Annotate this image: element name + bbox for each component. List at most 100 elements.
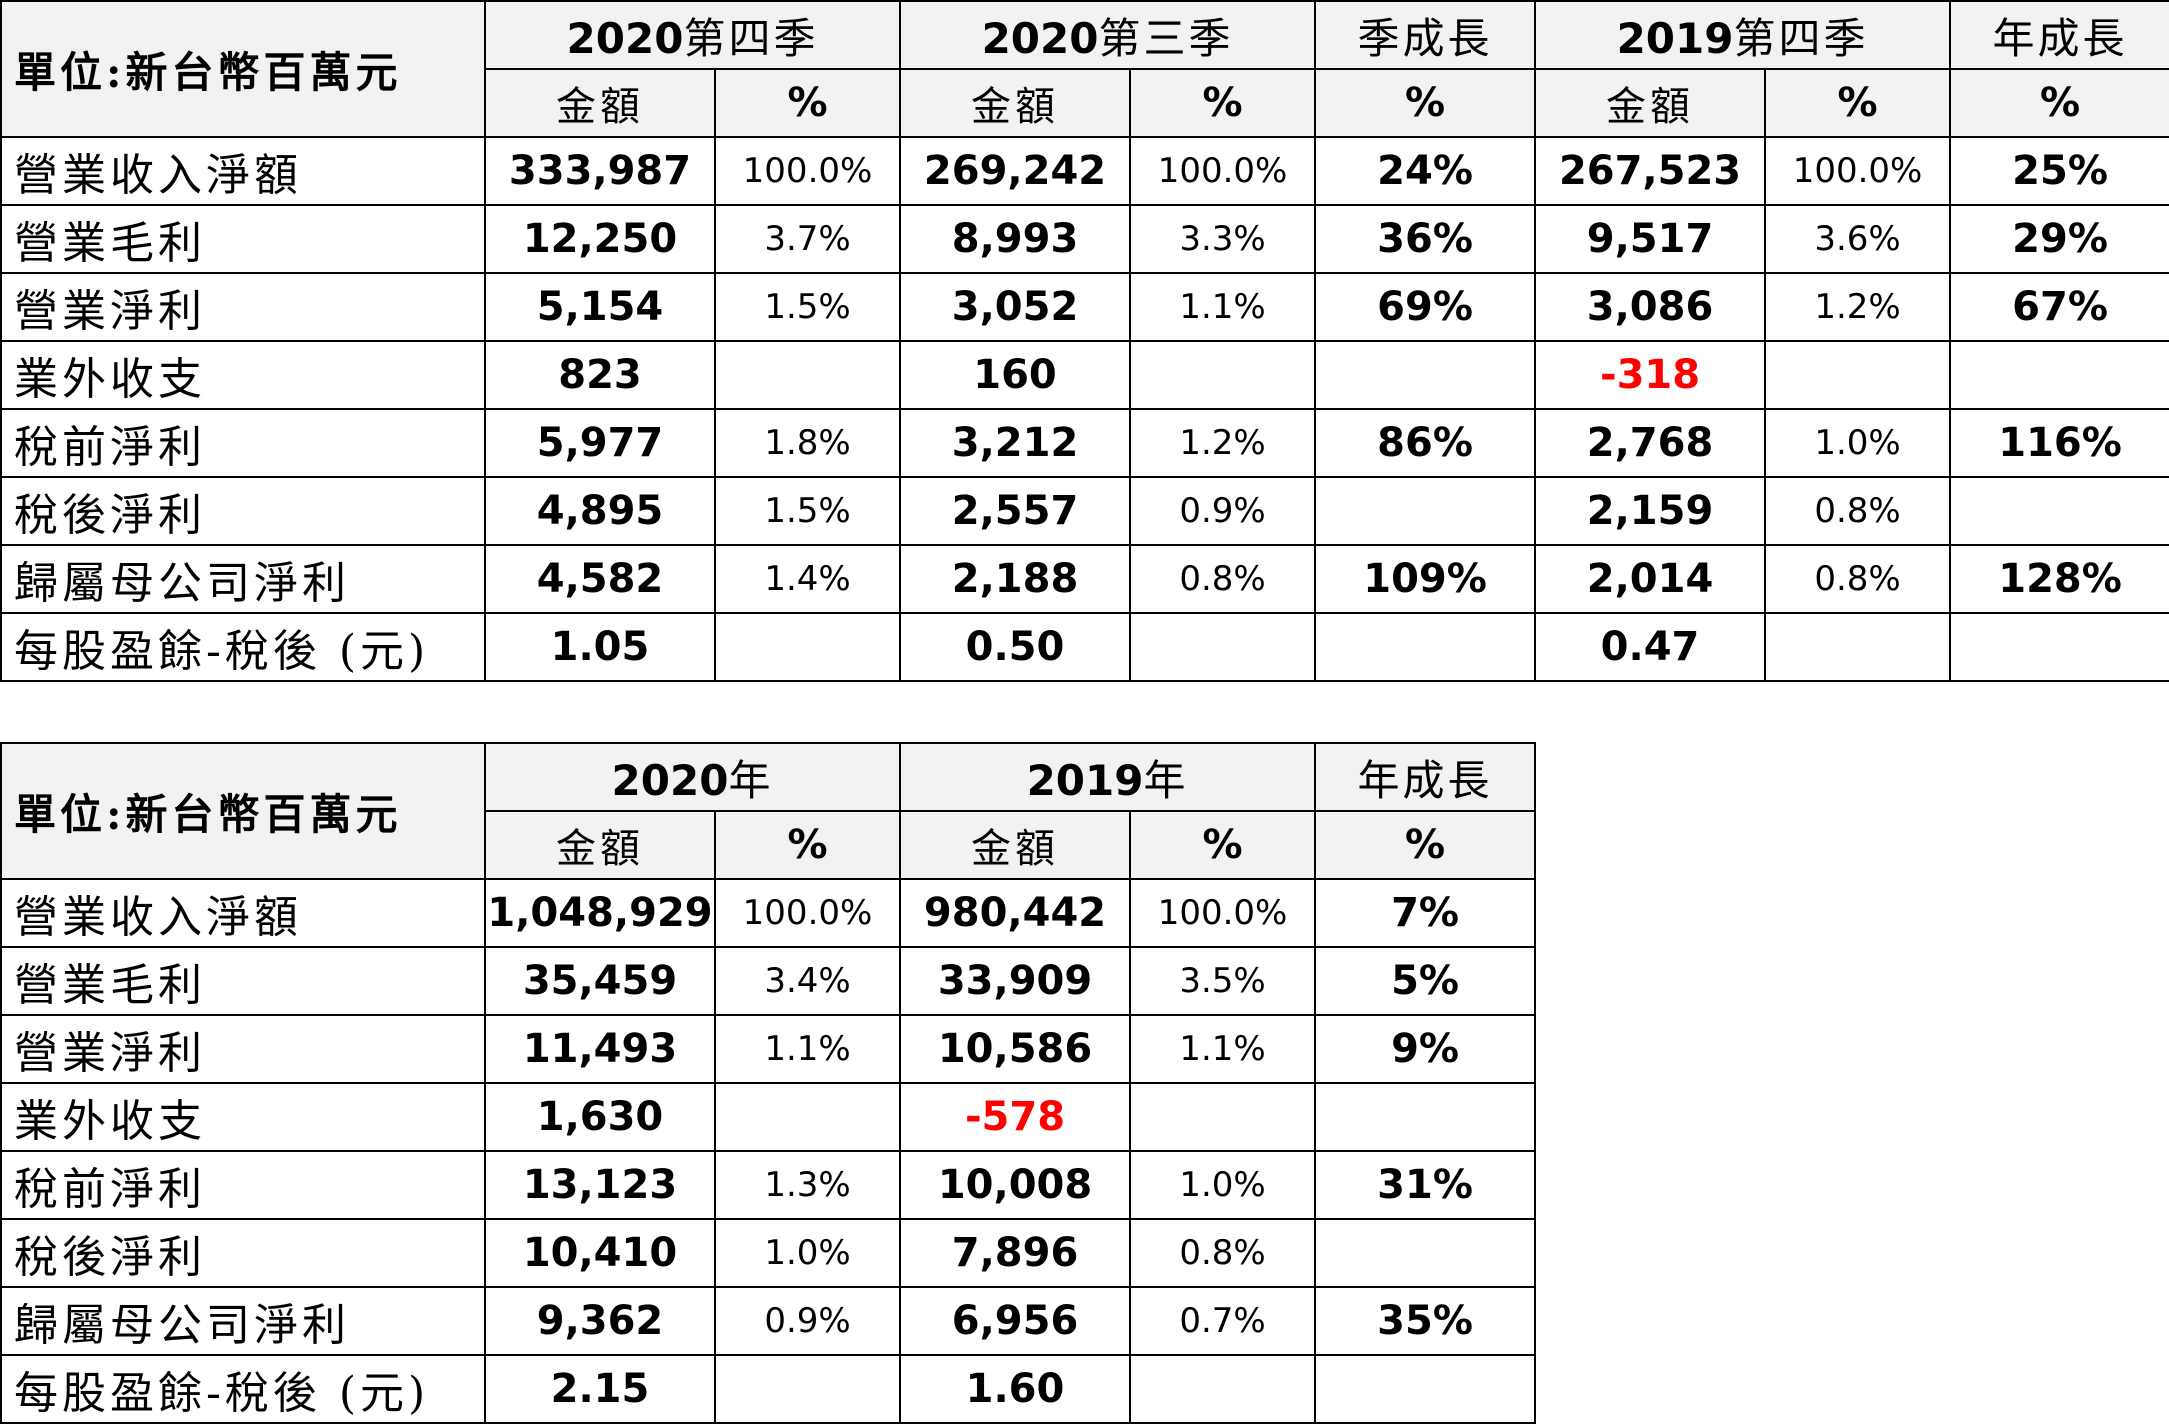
table-cell: 0.8% — [1764, 476, 1952, 546]
table-cell — [713, 1354, 902, 1424]
table-cell: 980,442 — [899, 878, 1132, 948]
period-header-2019q4: 2019第四季 — [1534, 0, 1952, 70]
table-cell — [1314, 1354, 1537, 1424]
subheader-percent: % — [1764, 68, 1952, 138]
table-cell: 116% — [1949, 408, 2169, 478]
table-cell: 9,517 — [1534, 204, 1767, 274]
table-cell: 0.8% — [1129, 1218, 1317, 1288]
table-cell: 8,993 — [899, 204, 1132, 274]
table-cell: 33,909 — [899, 946, 1132, 1016]
table-row: 營業毛利 35,459 3.4% 33,909 3.5% 5% — [0, 946, 1537, 1016]
subheader-percent: % — [1314, 810, 1537, 880]
table-row: 營業淨利 5,154 1.5% 3,052 1.1% 69% 3,086 1.2% 67% — [0, 272, 2169, 342]
table-cell: 1.2% — [1764, 272, 1952, 342]
row-label: 營業收入淨額 — [0, 136, 486, 206]
table-cell: 0.7% — [1129, 1286, 1317, 1356]
table-cell: 1.1% — [713, 1014, 902, 1084]
table-cell — [713, 1082, 902, 1152]
subheader-amount: 金額 — [899, 810, 1132, 880]
table-cell — [713, 612, 902, 682]
table-cell: -578 — [899, 1082, 1132, 1152]
table-cell — [1949, 612, 2169, 682]
subheader-percent: % — [713, 68, 902, 138]
table-cell: 4,895 — [484, 476, 716, 546]
table-cell — [1129, 1354, 1317, 1424]
row-label: 營業收入淨額 — [0, 878, 486, 948]
table-row: 稅前淨利 13,123 1.3% 10,008 1.0% 31% — [0, 1150, 1537, 1220]
table-cell: 35,459 — [484, 946, 716, 1016]
table-row: 歸屬母公司淨利 4,582 1.4% 2,188 0.8% 109% 2,014 0.8% 12… — [0, 544, 2169, 614]
table-cell: 1.1% — [1129, 1014, 1317, 1084]
table-cell: 29% — [1949, 204, 2169, 274]
table-cell — [1314, 1218, 1537, 1288]
table-cell: 5,977 — [484, 408, 716, 478]
row-label: 稅前淨利 — [0, 1150, 486, 1220]
annual-income-table: 單位:新台幣百萬元 2020年 2019年 年成長 金額 % 金額 % % 營業… — [0, 742, 1537, 1424]
table-cell: 267,523 — [1534, 136, 1767, 206]
table-row: 每股盈餘-稅後 (元) 2.15 1.60 — [0, 1354, 1537, 1424]
table-cell: 5,154 — [484, 272, 716, 342]
table-cell — [1314, 612, 1537, 682]
subheader-amount: 金額 — [1534, 68, 1767, 138]
unit-label: 單位:新台幣百萬元 — [0, 0, 486, 138]
table-cell: 3.5% — [1129, 946, 1317, 1016]
table-cell: 1.5% — [713, 272, 902, 342]
table-cell: 1.8% — [713, 408, 902, 478]
period-header-qoq-growth: 季成長 — [1314, 0, 1537, 70]
table-cell: 1.5% — [713, 476, 902, 546]
table-cell: 1,048,929 — [484, 878, 716, 948]
table-cell: 2.15 — [484, 1354, 716, 1424]
row-label: 稅後淨利 — [0, 1218, 486, 1288]
table-cell: 2,188 — [899, 544, 1132, 614]
row-label: 每股盈餘-稅後 (元) — [0, 612, 486, 682]
row-label: 營業毛利 — [0, 946, 486, 1016]
table-cell: 3.4% — [713, 946, 902, 1016]
table-cell: 3.6% — [1764, 204, 1952, 274]
table-cell: 0.8% — [1764, 544, 1952, 614]
row-label: 營業淨利 — [0, 272, 486, 342]
row-label: 稅前淨利 — [0, 408, 486, 478]
table-cell — [1129, 1082, 1317, 1152]
subheader-percent: % — [1949, 68, 2169, 138]
table-cell: 9% — [1314, 1014, 1537, 1084]
quarterly-table-body: 營業收入淨額 333,987 100.0% 269,242 100.0% 24% 267,5… — [0, 136, 2169, 682]
table-cell: 25% — [1949, 136, 2169, 206]
table-cell: 10,410 — [484, 1218, 716, 1288]
row-label: 歸屬母公司淨利 — [0, 544, 486, 614]
table-cell: 24% — [1314, 136, 1537, 206]
table-cell: 69% — [1314, 272, 1537, 342]
table-cell: 1.2% — [1129, 408, 1317, 478]
table-row: 業外收支 823 160 -318 — [0, 340, 2169, 410]
period-header-yoy-growth: 年成長 — [1949, 0, 2169, 70]
table-cell: 823 — [484, 340, 716, 410]
period-header-2020q4: 2020第四季 — [483, 0, 902, 70]
table-cell — [1314, 1082, 1537, 1152]
table-cell: 0.8% — [1129, 544, 1317, 614]
table-cell: 10,586 — [899, 1014, 1132, 1084]
table-cell — [1314, 476, 1537, 546]
table-cell: 7,896 — [899, 1218, 1132, 1288]
period-header-2020q3: 2020第三季 — [899, 0, 1317, 70]
row-label: 每股盈餘-稅後 (元) — [0, 1354, 486, 1424]
table-cell: 4,582 — [484, 544, 716, 614]
table-cell: 10,008 — [899, 1150, 1132, 1220]
table-row: 業外收支 1,630 -578 — [0, 1082, 1537, 1152]
row-label: 歸屬母公司淨利 — [0, 1286, 486, 1356]
subheader-percent: % — [1129, 68, 1317, 138]
table-cell — [1314, 340, 1537, 410]
table-cell: 269,242 — [899, 136, 1132, 206]
table-cell: 100.0% — [713, 878, 902, 948]
table-cell: 0.9% — [1129, 476, 1317, 546]
table-row: 營業毛利 12,250 3.7% 8,993 3.3% 36% 9,517 3.6% 29% — [0, 204, 2169, 274]
period-header-2019: 2019年 — [899, 742, 1317, 812]
subheader-amount: 金額 — [899, 68, 1132, 138]
annual-table-body: 營業收入淨額 1,048,929 100.0% 980,442 100.0% 7% 營業毛利… — [0, 878, 1537, 1424]
table-cell: 3.7% — [713, 204, 902, 274]
table-cell: 0.50 — [899, 612, 1132, 682]
row-label: 業外收支 — [0, 1082, 486, 1152]
table-cell: 5% — [1314, 946, 1537, 1016]
table-cell: 3,052 — [899, 272, 1132, 342]
table-cell: 1.4% — [713, 544, 902, 614]
table-row: 營業收入淨額 1,048,929 100.0% 980,442 100.0% 7% — [0, 878, 1537, 948]
table-cell: 333,987 — [484, 136, 716, 206]
